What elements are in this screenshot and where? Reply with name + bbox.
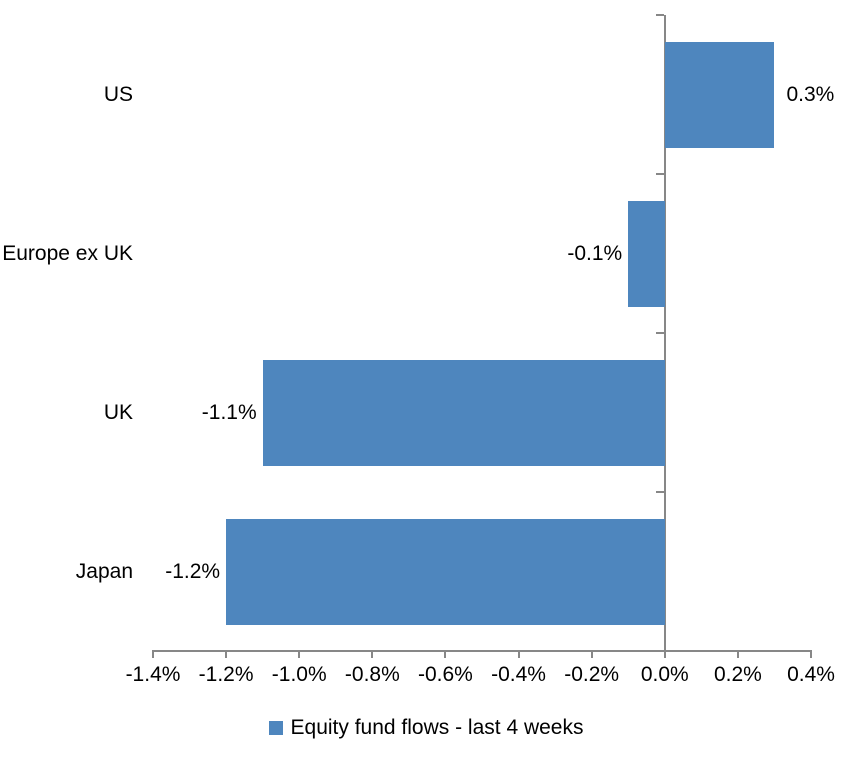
x-tick-label: -0.6% [418, 663, 473, 686]
x-tick [152, 651, 154, 658]
category-tick [655, 173, 664, 175]
bar-europe-ex-uk [628, 200, 665, 307]
category-tick [655, 332, 664, 334]
zero-axis-line [663, 15, 666, 652]
x-tick-label: -0.4% [491, 663, 546, 686]
category-tick [655, 14, 664, 16]
x-tick [590, 651, 593, 658]
legend-label: Equity fund flows - last 4 weeks [290, 716, 584, 739]
x-tick [225, 651, 228, 658]
value-label-japan: -1.2% [165, 559, 221, 583]
x-tick [371, 651, 374, 658]
x-tick-label: 0.4% [787, 663, 835, 686]
category-tick [655, 491, 664, 493]
value-label-us: 0.3% [786, 82, 835, 106]
x-tick [663, 651, 666, 658]
x-tick-label: -0.2% [564, 663, 620, 686]
value-label-europe-ex-uk: -0.1% [567, 241, 623, 265]
x-tick-label: -1.2% [198, 663, 254, 686]
x-tick [444, 651, 447, 658]
bar-uk [262, 359, 665, 466]
category-label-europe-ex-uk: Europe ex UK [2, 241, 133, 265]
x-tick [810, 651, 812, 658]
legend-swatch-icon [268, 721, 283, 735]
bar-japan [226, 518, 665, 625]
x-tick-label: -1.0% [271, 663, 327, 686]
x-tick-label: 0.0% [640, 663, 689, 686]
bar-us [664, 41, 775, 148]
category-label-uk: UK [103, 400, 133, 424]
category-label-japan: Japan [75, 559, 133, 583]
x-tick [298, 651, 301, 658]
x-tick-label: 0.2% [713, 663, 762, 686]
value-label-uk: -1.1% [201, 400, 257, 424]
x-axis-line [152, 650, 812, 652]
category-label-us: US [103, 82, 133, 106]
legend: Equity fund flows - last 4 weeks [0, 716, 852, 740]
x-tick [517, 651, 520, 658]
x-tick-label: -0.8% [344, 663, 400, 686]
x-tick-label: -1.4% [125, 663, 181, 686]
x-tick [736, 651, 739, 658]
